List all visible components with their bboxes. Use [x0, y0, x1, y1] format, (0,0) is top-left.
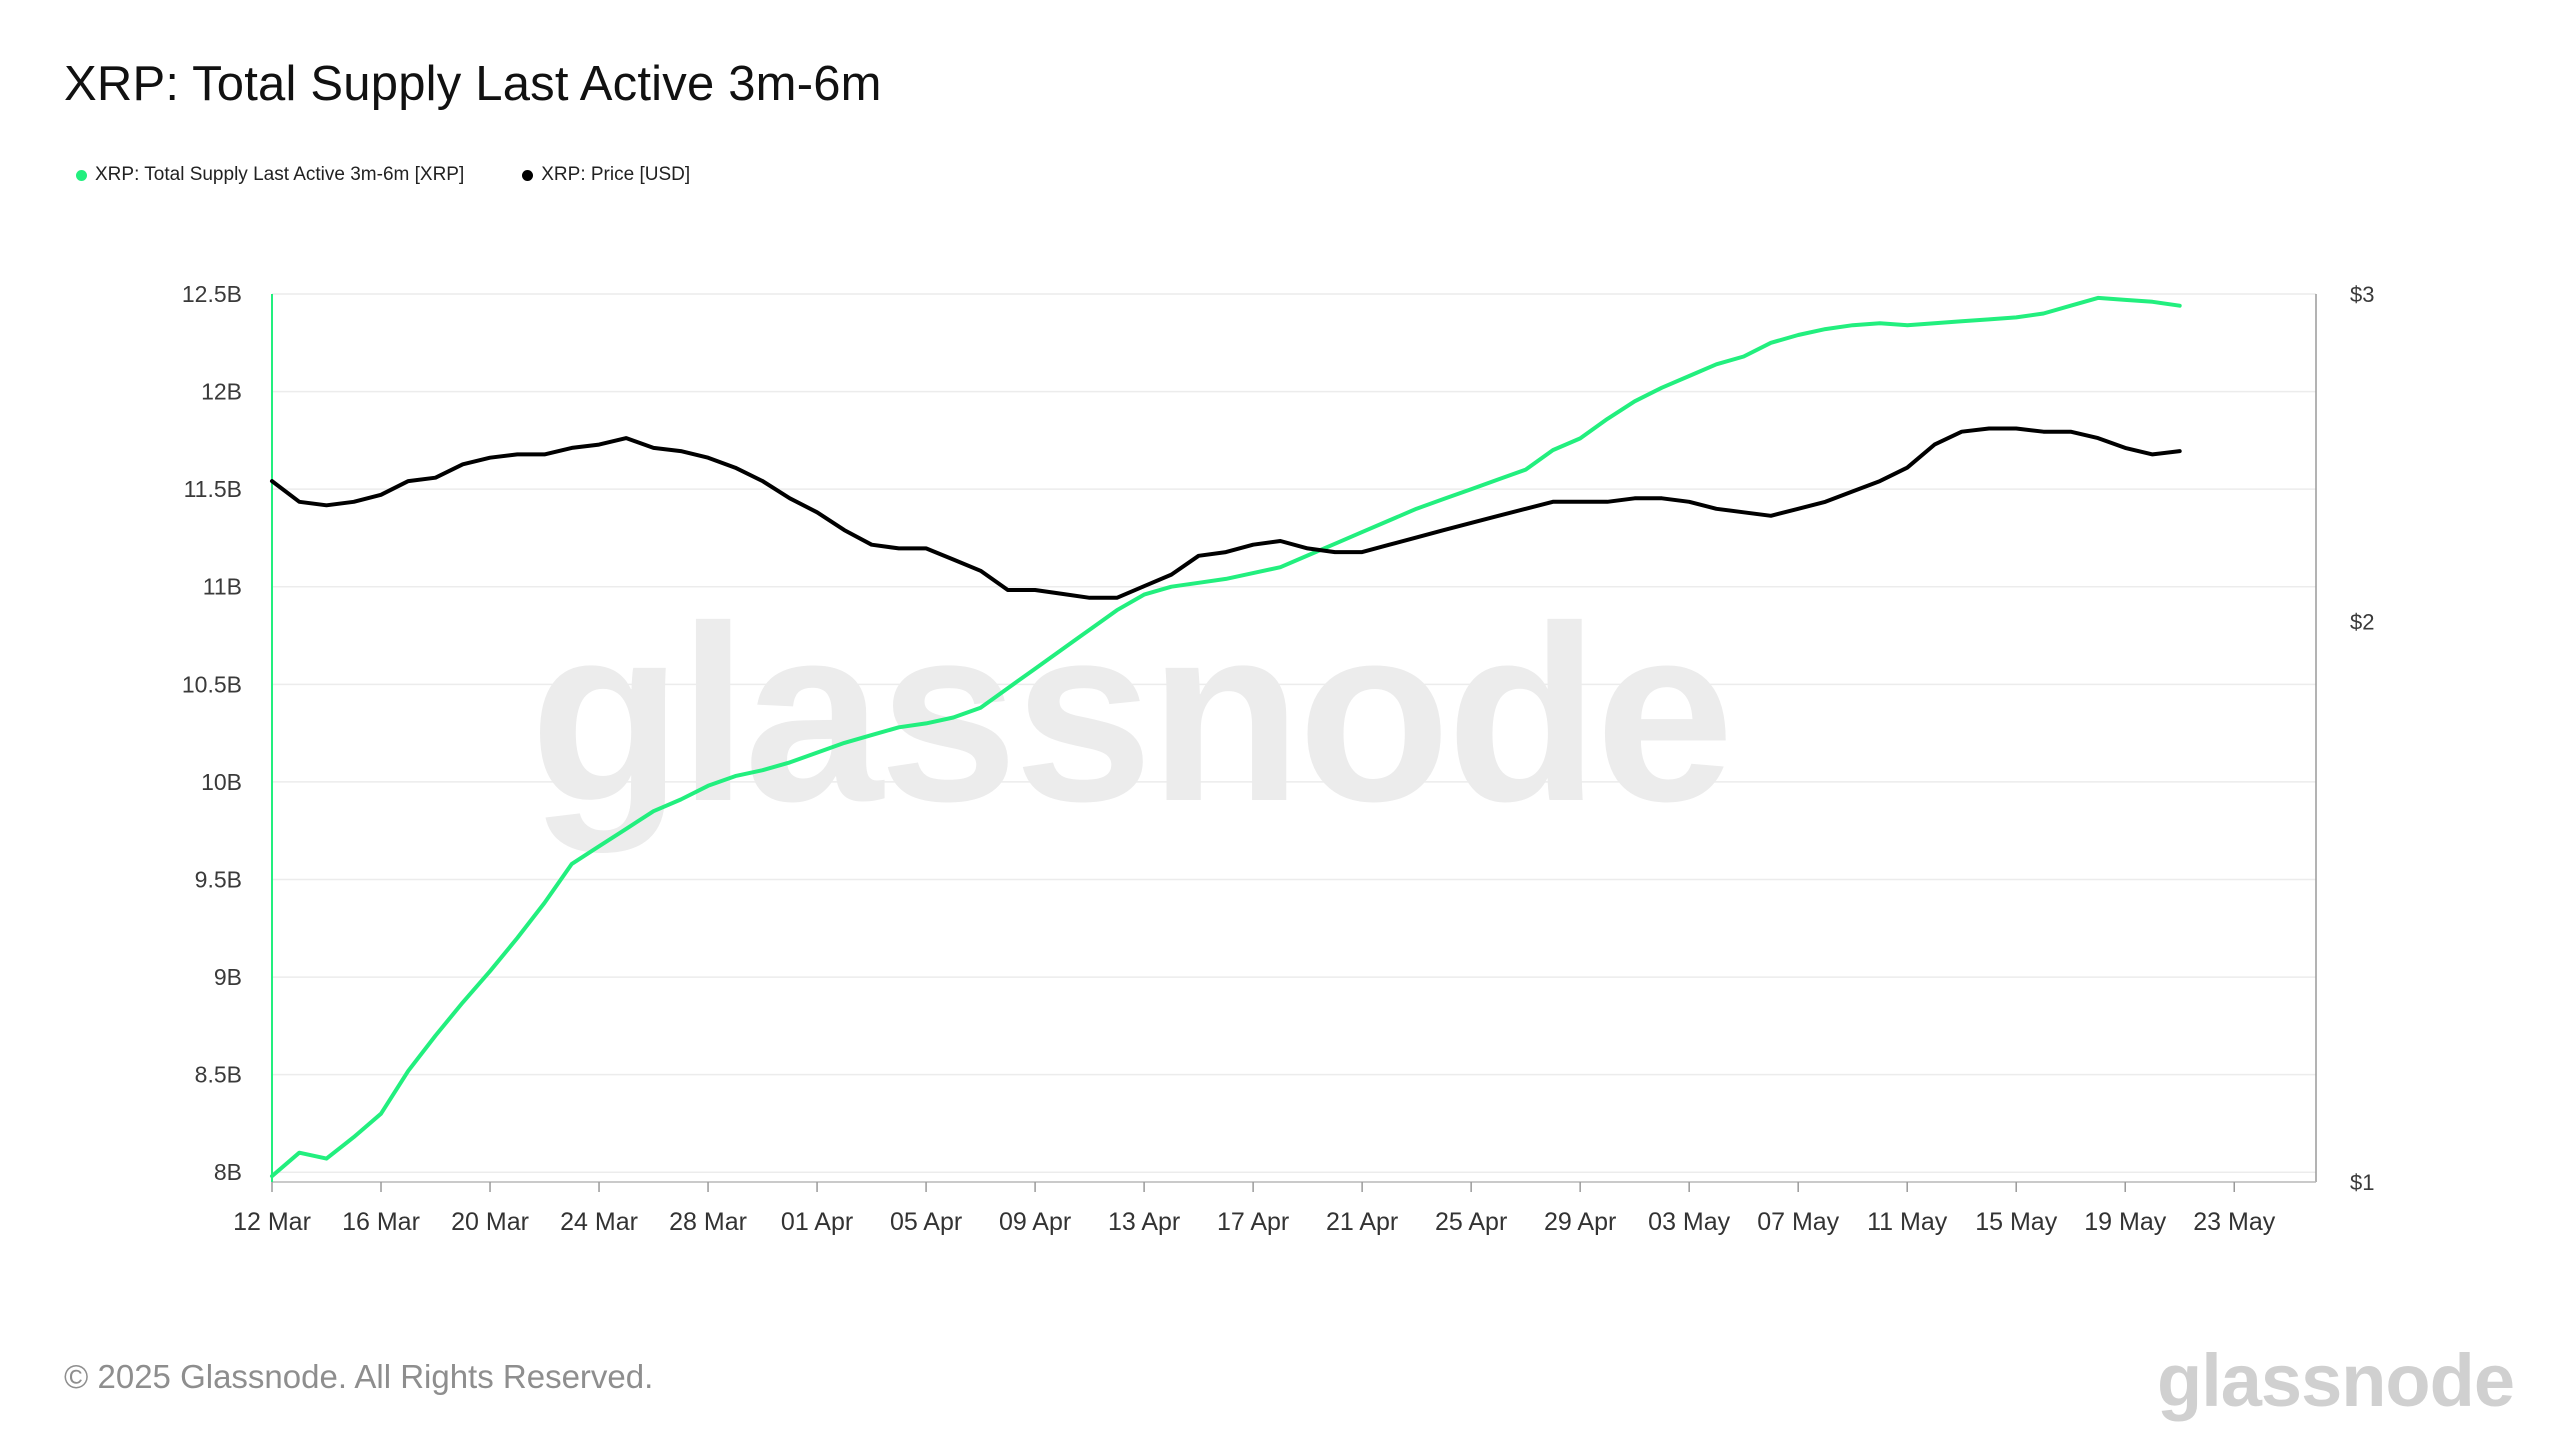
series-layer — [270, 295, 2182, 1179]
x-tick-label: 01 Apr — [781, 1208, 853, 1236]
x-tick-label: 05 Apr — [890, 1208, 962, 1236]
y-left-tick-label: 8B — [214, 1159, 242, 1185]
x-tick-label: 17 Apr — [1217, 1208, 1289, 1236]
x-tick-label: 09 Apr — [999, 1208, 1071, 1236]
series-line-supply[interactable] — [270, 295, 2182, 1179]
y-left-tick-label: 8.5B — [195, 1062, 242, 1088]
x-tick-label: 13 Apr — [1108, 1208, 1180, 1236]
chart-title: XRP: Total Supply Last Active 3m-6m — [64, 57, 882, 111]
footer-logo: glassnode — [2157, 1339, 2515, 1422]
y-left-tick-label: 12B — [201, 379, 242, 405]
legend-item-supply[interactable]: XRP: Total Supply Last Active 3m-6m [XRP… — [76, 164, 464, 186]
x-tick-label: 24 Mar — [560, 1208, 638, 1236]
x-tick-label: 29 Apr — [1544, 1208, 1616, 1236]
y-right-tick-label: $2 — [2350, 610, 2374, 635]
x-tick-label: 12 Mar — [233, 1208, 311, 1236]
y-left-tick-label: 10.5B — [182, 671, 242, 697]
x-tick-label: 03 May — [1648, 1208, 1730, 1236]
y-left-tick-label: 9B — [214, 964, 242, 990]
label-layer: 8B 8.5B 9B 9.5B 10B 10.5B 11B 11.5B 12B 12.5B $1 $2… — [182, 281, 2375, 1236]
x-tick-label: 19 May — [2084, 1208, 2166, 1236]
series-line-price[interactable] — [270, 426, 2182, 600]
footer-copyright: © 2025 Glassnode. All Rights Reserved. — [64, 1358, 654, 1395]
x-tick-label: 25 Apr — [1435, 1208, 1507, 1236]
x-tick-label: 28 Mar — [669, 1208, 747, 1236]
x-tick-label: 16 Mar — [342, 1208, 420, 1236]
x-tick-label: 20 Mar — [451, 1208, 529, 1236]
axis-layer — [271, 294, 2317, 1192]
y-right-tick-label: $3 — [2350, 282, 2374, 307]
y-right-tick-label: $1 — [2350, 1170, 2374, 1195]
x-tick-label: 07 May — [1757, 1208, 1839, 1236]
legend-swatch-price — [522, 169, 534, 181]
y-left-tick-label: 11.5B — [184, 476, 242, 502]
y-left-tick-label: 10B — [201, 769, 242, 795]
grid-layer — [272, 293, 2316, 1173]
y-left-tick-label: 12.5B — [182, 281, 242, 307]
x-tick-label: 21 Apr — [1326, 1208, 1398, 1236]
x-tick-label: 11 May — [1867, 1208, 1948, 1236]
legend-label-supply: XRP: Total Supply Last Active 3m-6m [XRP… — [95, 164, 465, 185]
legend-swatch-supply — [76, 169, 87, 181]
x-tick-label: 15 May — [1975, 1208, 2057, 1236]
chart-legend: XRP: Total Supply Last Active 3m-6m [XRP… — [76, 164, 690, 186]
x-tick-label: 23 May — [2193, 1208, 2275, 1236]
y-left-tick-label: 11B — [203, 574, 242, 600]
chart-watermark: glassnode — [530, 574, 1730, 853]
legend-item-price[interactable]: XRP: Price [USD] — [522, 164, 690, 186]
y-left-tick-label: 9.5B — [195, 866, 242, 892]
legend-label-price: XRP: Price [USD] — [541, 164, 691, 185]
